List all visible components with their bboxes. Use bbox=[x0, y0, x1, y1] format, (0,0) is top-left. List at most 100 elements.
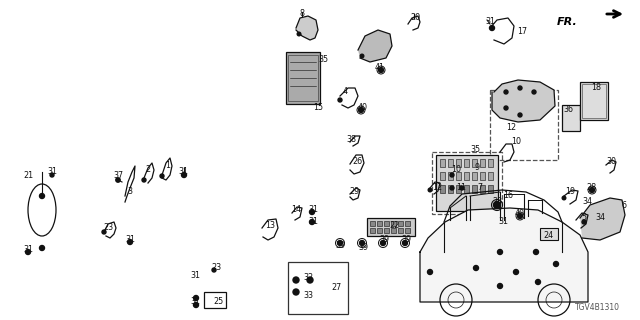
Text: 18: 18 bbox=[591, 84, 601, 92]
Bar bbox=[540, 228, 558, 240]
Text: 40: 40 bbox=[515, 210, 525, 219]
Circle shape bbox=[589, 188, 595, 193]
Bar bbox=[440, 172, 445, 180]
Bar bbox=[286, 52, 320, 104]
Circle shape bbox=[474, 266, 479, 270]
Text: 19: 19 bbox=[565, 188, 575, 196]
Text: 13: 13 bbox=[265, 220, 275, 229]
Polygon shape bbox=[358, 30, 392, 62]
Bar bbox=[488, 172, 493, 180]
Bar bbox=[488, 159, 493, 167]
Bar bbox=[472, 185, 477, 193]
Polygon shape bbox=[420, 208, 588, 302]
Circle shape bbox=[381, 241, 385, 245]
Text: 10: 10 bbox=[511, 138, 521, 147]
Text: 22: 22 bbox=[390, 220, 400, 229]
Bar bbox=[391, 221, 396, 226]
Text: TGV4B1310: TGV4B1310 bbox=[575, 303, 620, 312]
Circle shape bbox=[297, 32, 301, 36]
Text: 29: 29 bbox=[350, 188, 360, 196]
Circle shape bbox=[518, 213, 522, 219]
Text: 31: 31 bbox=[125, 236, 135, 244]
Text: 31: 31 bbox=[47, 167, 57, 177]
Circle shape bbox=[518, 86, 522, 90]
Bar bbox=[456, 159, 461, 167]
Bar bbox=[288, 262, 348, 314]
Text: 7: 7 bbox=[477, 183, 483, 193]
Text: 4: 4 bbox=[342, 87, 348, 97]
Bar bbox=[490, 90, 558, 160]
Circle shape bbox=[293, 277, 299, 283]
Circle shape bbox=[493, 202, 500, 209]
Text: 31: 31 bbox=[498, 218, 508, 227]
Bar bbox=[367, 218, 415, 236]
Text: 31: 31 bbox=[190, 270, 200, 279]
Bar bbox=[562, 105, 580, 131]
Circle shape bbox=[378, 68, 383, 73]
Text: 16: 16 bbox=[503, 191, 513, 201]
Circle shape bbox=[358, 108, 364, 113]
Text: 40: 40 bbox=[358, 103, 368, 113]
Bar bbox=[456, 185, 461, 193]
Text: 31: 31 bbox=[308, 218, 318, 227]
Text: 1: 1 bbox=[166, 161, 170, 170]
Circle shape bbox=[338, 98, 342, 102]
Bar bbox=[480, 159, 485, 167]
Text: 23: 23 bbox=[492, 197, 502, 206]
Text: 8: 8 bbox=[300, 10, 305, 19]
Text: 35: 35 bbox=[318, 55, 328, 65]
Text: 2: 2 bbox=[145, 165, 150, 174]
Bar bbox=[464, 185, 469, 193]
Circle shape bbox=[193, 302, 198, 308]
Polygon shape bbox=[580, 198, 625, 240]
Text: 39: 39 bbox=[401, 236, 411, 244]
Text: 33: 33 bbox=[303, 291, 313, 300]
Text: 31: 31 bbox=[23, 245, 33, 254]
Circle shape bbox=[497, 284, 502, 289]
Circle shape bbox=[40, 194, 45, 198]
Circle shape bbox=[212, 268, 216, 272]
Text: 32: 32 bbox=[303, 274, 313, 283]
Text: 27: 27 bbox=[332, 284, 342, 292]
Text: 38: 38 bbox=[346, 135, 356, 145]
Circle shape bbox=[460, 186, 464, 190]
Bar bbox=[456, 172, 461, 180]
Circle shape bbox=[193, 295, 198, 300]
Text: 31: 31 bbox=[190, 298, 200, 307]
Bar bbox=[448, 159, 453, 167]
Text: 30: 30 bbox=[606, 157, 616, 166]
Text: 31: 31 bbox=[308, 205, 318, 214]
Text: 5: 5 bbox=[581, 213, 587, 222]
Circle shape bbox=[360, 54, 364, 58]
Bar bbox=[391, 228, 396, 233]
Circle shape bbox=[536, 279, 541, 284]
Bar bbox=[405, 228, 410, 233]
Circle shape bbox=[182, 172, 186, 178]
Bar bbox=[448, 172, 453, 180]
Text: 23: 23 bbox=[103, 223, 113, 233]
Circle shape bbox=[142, 178, 146, 182]
Circle shape bbox=[26, 250, 31, 254]
Text: 31: 31 bbox=[485, 18, 495, 27]
Text: 10: 10 bbox=[451, 165, 461, 174]
Text: 6: 6 bbox=[621, 201, 627, 210]
Circle shape bbox=[337, 241, 342, 245]
Text: 15: 15 bbox=[313, 103, 323, 113]
Circle shape bbox=[160, 174, 164, 178]
Bar bbox=[472, 172, 477, 180]
Bar bbox=[464, 172, 469, 180]
Text: 21: 21 bbox=[23, 171, 33, 180]
Circle shape bbox=[403, 241, 408, 245]
Bar bbox=[440, 159, 445, 167]
Text: FR.: FR. bbox=[557, 17, 578, 27]
Circle shape bbox=[518, 113, 522, 117]
Bar bbox=[405, 221, 410, 226]
Text: 39: 39 bbox=[358, 244, 368, 252]
Text: 12: 12 bbox=[506, 124, 516, 132]
Bar bbox=[432, 152, 502, 214]
Text: 34: 34 bbox=[595, 213, 605, 222]
Text: 17: 17 bbox=[517, 28, 527, 36]
Text: 39: 39 bbox=[335, 241, 345, 250]
Bar bbox=[488, 185, 493, 193]
Bar bbox=[480, 172, 485, 180]
